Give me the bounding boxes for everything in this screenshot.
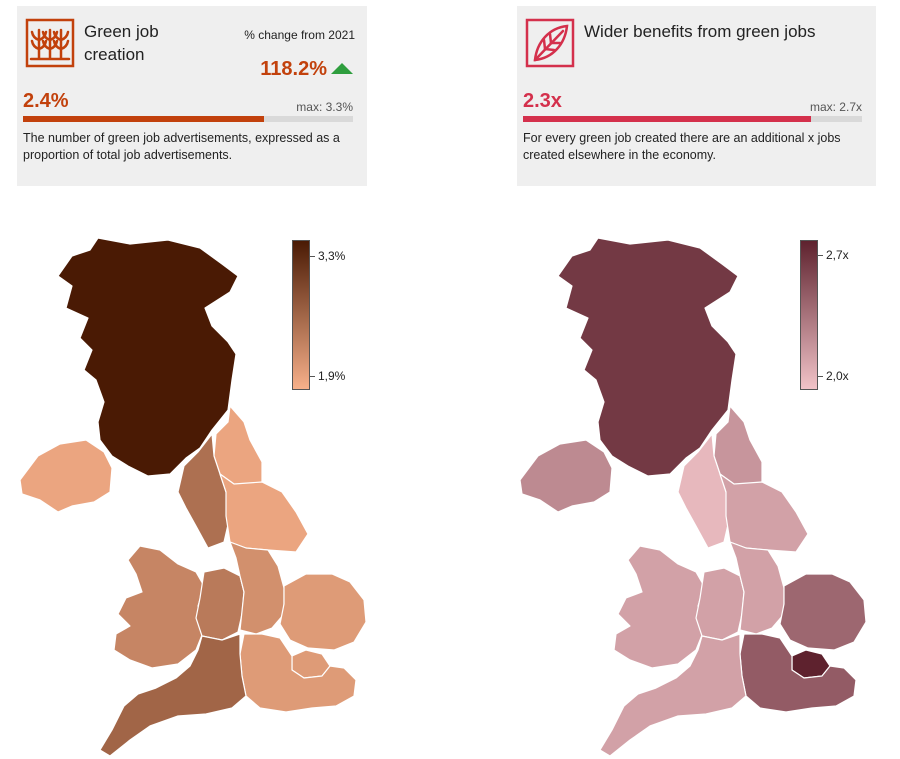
region-northern-ireland[interactable] xyxy=(19,439,113,513)
progress-track xyxy=(523,116,862,122)
max-label: max: 3.3% xyxy=(296,100,353,114)
uk-region-map-green-jobs xyxy=(19,237,367,757)
region-yorkshire-and-the-humber[interactable] xyxy=(719,473,809,553)
card-title: Green job creation xyxy=(84,20,159,66)
legend-tick-min xyxy=(310,376,315,377)
color-legend: 3,3% 1,9% xyxy=(292,240,372,392)
card-title-line1: Green job xyxy=(84,22,159,41)
color-legend: 2,7x 2,0x xyxy=(800,240,880,392)
legend-tick-max xyxy=(310,256,315,257)
max-label: max: 2.7x xyxy=(809,100,862,114)
uk-region-map-wider-benefits xyxy=(519,237,867,757)
sprouting-crops-icon xyxy=(25,18,75,68)
leaf-icon xyxy=(525,18,575,68)
region-yorkshire-and-the-humber[interactable] xyxy=(219,473,309,553)
metric-value: 2.4% xyxy=(23,90,69,112)
progress-track xyxy=(23,116,353,122)
progress-fill xyxy=(523,116,812,122)
region-scotland[interactable] xyxy=(57,237,239,477)
card-description: The number of green job advertisements, … xyxy=(23,131,340,162)
legend-max-label: 2,7x xyxy=(826,248,849,262)
card-title-line2: creation xyxy=(84,45,145,64)
legend-gradient-bar xyxy=(292,240,310,390)
region-scotland[interactable] xyxy=(557,237,739,477)
change-label: % change from 2021 xyxy=(244,28,355,42)
legend-min-label: 2,0x xyxy=(826,369,849,383)
region-northern-ireland[interactable] xyxy=(519,439,613,513)
card-description: For every green job created there are an… xyxy=(523,131,841,162)
legend-tick-max xyxy=(818,255,823,256)
change-value: 118.2% xyxy=(260,58,327,80)
card-title: Wider benefits from green jobs xyxy=(584,22,816,41)
region-west-midlands[interactable] xyxy=(695,567,745,641)
legend-gradient-bar xyxy=(800,240,818,390)
legend-max-label: 3,3% xyxy=(318,249,346,263)
region-south-west[interactable] xyxy=(99,633,247,757)
region-wales[interactable] xyxy=(613,545,705,669)
green-job-creation-card: Green job creation % change from 2021 11… xyxy=(17,6,367,186)
up-arrow-icon xyxy=(331,63,353,74)
progress-fill xyxy=(23,116,264,122)
region-east-midlands[interactable] xyxy=(729,541,785,635)
region-south-west[interactable] xyxy=(599,633,747,757)
legend-tick-min xyxy=(818,376,823,377)
metric-value: 2.3x xyxy=(523,90,562,112)
legend-min-label: 1,9% xyxy=(318,369,346,383)
wider-benefits-card: Wider benefits from green jobs 2.3x max:… xyxy=(517,6,876,186)
region-west-midlands[interactable] xyxy=(195,567,245,641)
region-east-of-england[interactable] xyxy=(779,573,867,651)
region-east-of-england[interactable] xyxy=(279,573,367,651)
region-east-midlands[interactable] xyxy=(229,541,285,635)
region-wales[interactable] xyxy=(113,545,205,669)
